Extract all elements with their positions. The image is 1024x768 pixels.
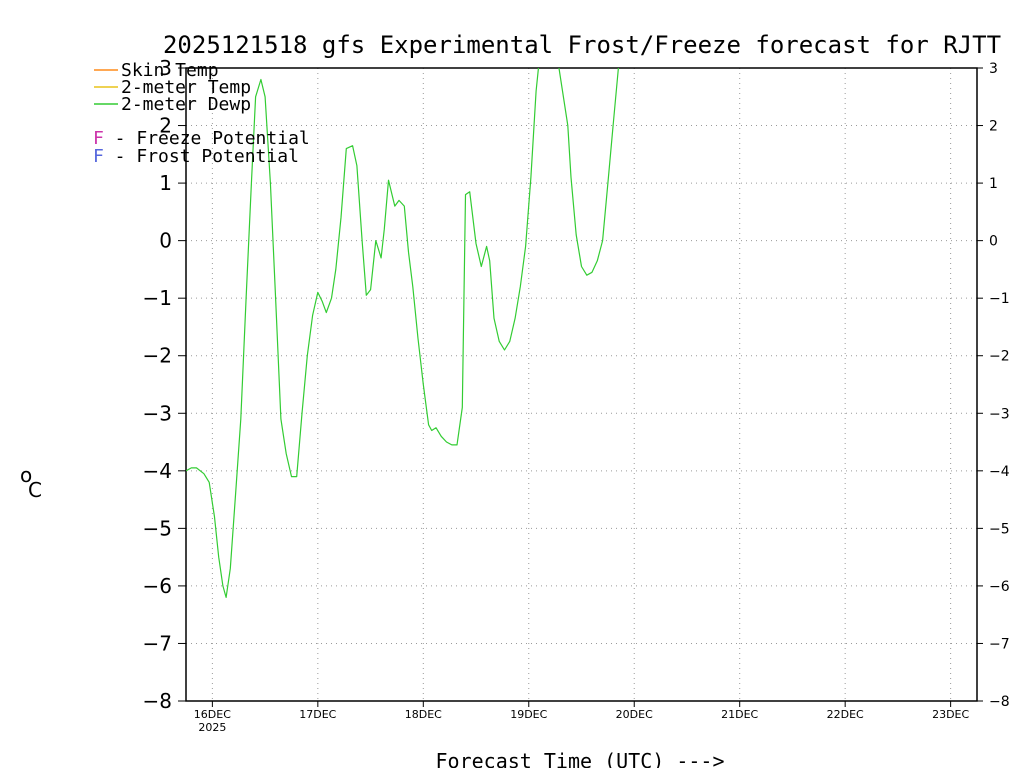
grid-lines (186, 68, 977, 701)
legend-symbol-entry: F - Freeze Potential (93, 128, 310, 149)
y-tick-label: 1 (159, 171, 172, 195)
y-tick-label: −4 (143, 459, 172, 483)
x-tick-label: 20DEC (616, 708, 653, 721)
legend-symbol-entry: F - Frost Potential (93, 146, 299, 167)
legend-symbol-text: - Frost Potential (104, 146, 299, 167)
y-tick-label-right: 2 (989, 119, 998, 135)
y-tick-label: −3 (143, 401, 172, 425)
y-tick-label: −7 (143, 631, 172, 655)
legend-symbol-letter: F (93, 146, 104, 167)
y-tick-label-right: 3 (989, 61, 998, 77)
degree-symbol: o (20, 463, 32, 487)
x-tick-label: 16DEC (194, 708, 231, 721)
y-tick-label: 0 (159, 229, 172, 253)
y-tick-label: −6 (143, 574, 172, 598)
x-tick-label: 21DEC (721, 708, 758, 721)
y-tick-label: −2 (143, 344, 172, 368)
y-axis-right: 3 2 1 0 −1 −2 −3 −4 −5 −6 −7 −8 (977, 61, 1010, 710)
y-tick-label-right: 0 (989, 234, 998, 250)
x-tick-label: 19DEC (510, 708, 547, 721)
unit-letter: C (28, 478, 42, 502)
y-tick-label-right: −8 (989, 694, 1010, 710)
x-tick-label: 22DEC (827, 708, 864, 721)
legend-symbol-text: - Freeze Potential (104, 128, 310, 149)
x-tick-label: 18DEC (405, 708, 442, 721)
y-tick-label-right: −1 (989, 291, 1010, 307)
y-tick-label-right: −6 (989, 579, 1010, 595)
y-tick-label-right: −7 (989, 636, 1010, 652)
y-tick-label: −5 (143, 516, 172, 540)
legend-entry: 2-meter Temp (121, 77, 251, 98)
y-tick-label-right: 1 (989, 176, 998, 192)
legend-entry: 2-meter Dewp (121, 94, 251, 115)
chart-title: 2025121518 gfs Experimental Frost/Freeze… (163, 31, 1001, 59)
series-line-2-meter-dewp (186, 68, 620, 599)
y-tick-label: −1 (143, 286, 172, 310)
x-tick-label: 23DEC (932, 708, 969, 721)
y-tick-label-right: −5 (989, 521, 1010, 537)
y-tick-label: −8 (143, 689, 172, 713)
plot-frame (185, 67, 978, 702)
y-tick-label: 2 (159, 114, 172, 138)
y-tick-label-right: −2 (989, 349, 1010, 365)
x-axis-label: Forecast Time (UTC) ---> (436, 749, 725, 768)
series-layer (186, 68, 620, 599)
y-tick-label: 3 (159, 56, 172, 80)
x-tick-label: 17DEC (299, 708, 336, 721)
y-axis-unit: o C (20, 463, 42, 502)
y-axis-left: 3 2 1 0 −1 −2 −3 −4 −5 −6 −7 −8 (143, 56, 186, 713)
y-tick-label-right: −4 (989, 464, 1010, 480)
y-tick-label-right: −3 (989, 406, 1010, 422)
legend-symbol-letter: F (93, 128, 104, 149)
legend-entry: Skin Temp (121, 60, 219, 81)
x-tick-sublabel: 2025 (198, 721, 226, 734)
